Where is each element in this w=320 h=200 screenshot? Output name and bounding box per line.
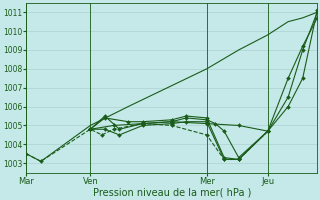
X-axis label: Pression niveau de la mer( hPa ): Pression niveau de la mer( hPa ) (92, 187, 251, 197)
